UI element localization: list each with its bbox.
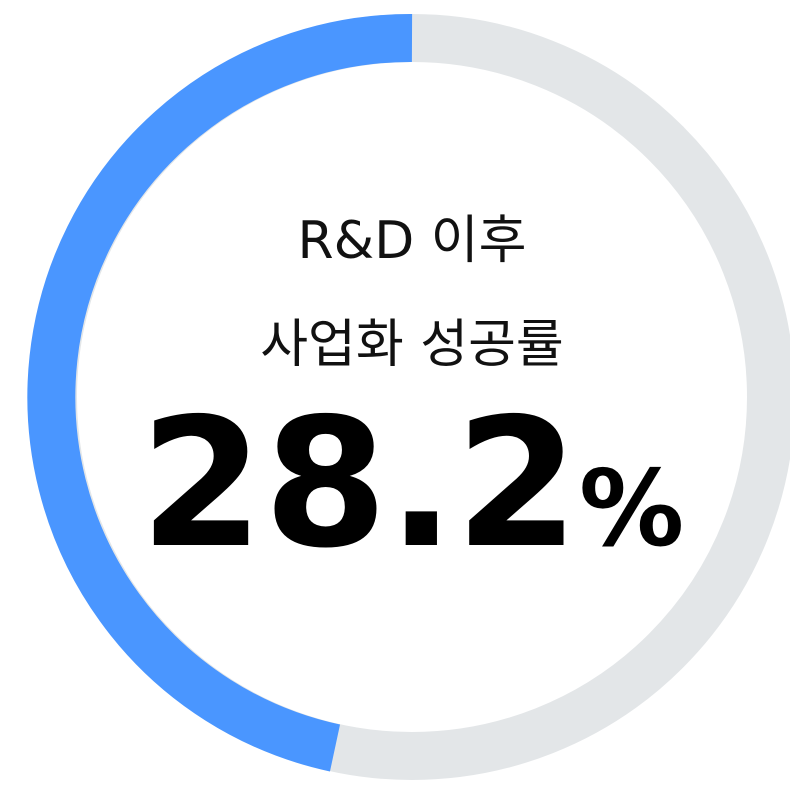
label-line: R&D 이후	[298, 211, 527, 271]
ring-progress	[27, 13, 413, 772]
value: 28.2	[140, 380, 579, 587]
unit: %	[579, 448, 684, 570]
label-line: 사업화 성공률	[260, 315, 564, 375]
value-text: 28.2%	[140, 380, 684, 587]
